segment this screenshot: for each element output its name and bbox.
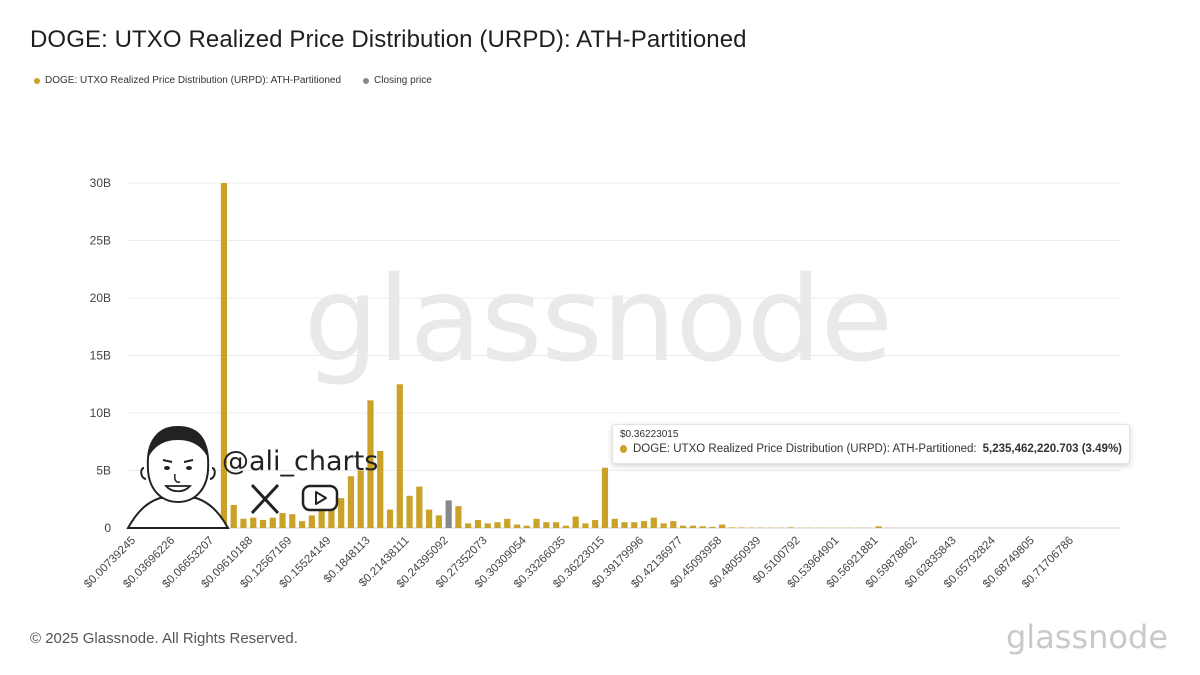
bar[interactable] — [670, 521, 677, 528]
bar[interactable] — [240, 518, 247, 528]
chart-title: DOGE: UTXO Realized Price Distribution (… — [30, 26, 747, 53]
bar[interactable] — [582, 523, 589, 528]
bar[interactable] — [465, 523, 472, 528]
bar[interactable] — [650, 517, 657, 528]
x-axis: $0.00739245$0.03696226$0.06653207$0.0961… — [82, 534, 1076, 590]
bar[interactable] — [406, 495, 413, 528]
y-tick-label: 10B — [90, 406, 111, 420]
bar[interactable] — [230, 505, 237, 528]
y-tick-label: 0 — [104, 521, 111, 535]
bar[interactable] — [533, 518, 540, 528]
bar[interactable] — [455, 506, 462, 528]
bar[interactable] — [318, 505, 325, 528]
bar[interactable] — [738, 527, 745, 528]
legend-label-urpd: DOGE: UTXO Realized Price Distribution (… — [45, 75, 342, 86]
legend: DOGE: UTXO Realized Price Distribution (… — [34, 75, 432, 86]
bar[interactable] — [396, 384, 403, 528]
tooltip-swatch-icon — [620, 445, 627, 453]
y-tick-label: 15B — [90, 349, 111, 363]
y-tick-label: 30B — [90, 176, 111, 190]
youtube-play-icon[interactable] — [301, 484, 339, 512]
bar[interactable] — [621, 522, 628, 528]
y-axis: 0 5B 10B 15B 20B 25B 30B — [90, 176, 112, 535]
bar[interactable] — [308, 515, 315, 528]
bar[interactable] — [269, 517, 276, 528]
bar[interactable] — [426, 509, 433, 528]
bar[interactable] — [553, 522, 560, 528]
legend-swatch-closing-icon — [363, 77, 370, 84]
bar[interactable] — [386, 509, 394, 528]
bar[interactable] — [513, 524, 521, 528]
bar[interactable] — [543, 522, 550, 528]
tooltip: $0.36223015 DOGE: UTXO Realized Price Di… — [612, 424, 1130, 464]
legend-swatch-urpd-icon — [34, 77, 40, 84]
bar[interactable] — [787, 527, 794, 528]
y-tick-label: 20B — [90, 291, 111, 305]
tooltip-row: DOGE: UTXO Realized Price Distribution (… — [620, 443, 1122, 455]
bar[interactable] — [367, 400, 374, 528]
legend-item-urpd[interactable]: DOGE: UTXO Realized Price Distribution (… — [34, 75, 341, 86]
bar[interactable] — [719, 524, 726, 528]
bar[interactable] — [347, 476, 355, 528]
bar[interactable] — [279, 513, 286, 528]
bar[interactable] — [357, 470, 364, 529]
avatar — [126, 426, 230, 529]
tooltip-value: 5,235,462,220.703 (3.49%) — [982, 443, 1122, 455]
bar[interactable] — [474, 519, 482, 528]
bar[interactable] — [484, 523, 491, 528]
tooltip-series-label: DOGE: UTXO Realized Price Distribution (… — [633, 443, 977, 455]
bar[interactable] — [416, 486, 423, 528]
bar[interactable] — [338, 498, 345, 528]
closing-price-bar[interactable] — [445, 500, 452, 528]
bar[interactable] — [220, 183, 228, 528]
bar[interactable] — [728, 527, 736, 528]
bar[interactable] — [875, 526, 882, 528]
bar[interactable] — [680, 525, 687, 528]
bar[interactable] — [601, 467, 609, 528]
tooltip-x-label: $0.36223015 — [620, 429, 679, 440]
bar[interactable] — [504, 518, 511, 528]
bar[interactable] — [298, 521, 306, 528]
author-handle[interactable]: @ali_charts — [222, 446, 379, 477]
bar[interactable] — [699, 526, 706, 528]
bar[interactable] — [592, 519, 599, 528]
bar[interactable] — [435, 515, 442, 528]
bar[interactable] — [709, 526, 716, 528]
bar[interactable] — [572, 516, 579, 529]
bar[interactable] — [562, 525, 569, 528]
bar[interactable] — [640, 521, 648, 528]
bar[interactable] — [523, 525, 530, 528]
bar[interactable] — [377, 450, 384, 528]
bar[interactable] — [328, 507, 335, 528]
y-tick-label: 25B — [90, 234, 111, 248]
bar[interactable] — [250, 517, 257, 528]
bar[interactable] — [494, 522, 501, 528]
bar[interactable] — [631, 522, 638, 528]
bar[interactable] — [611, 518, 618, 528]
bar[interactable] — [289, 514, 296, 528]
bar[interactable] — [660, 523, 667, 528]
bar[interactable] — [259, 519, 267, 528]
x-logo-icon[interactable] — [250, 483, 280, 515]
legend-item-closing-price[interactable]: Closing price — [363, 75, 432, 86]
bar[interactable] — [689, 525, 696, 528]
glassnode-logo[interactable]: glassnode — [1005, 618, 1168, 656]
copyright-footer: © 2025 Glassnode. All Rights Reserved. — [30, 630, 298, 647]
glassnode-watermark: glassnode — [304, 250, 892, 388]
y-tick-label: 5B — [96, 464, 111, 478]
legend-label-closing-price: Closing price — [374, 75, 432, 86]
